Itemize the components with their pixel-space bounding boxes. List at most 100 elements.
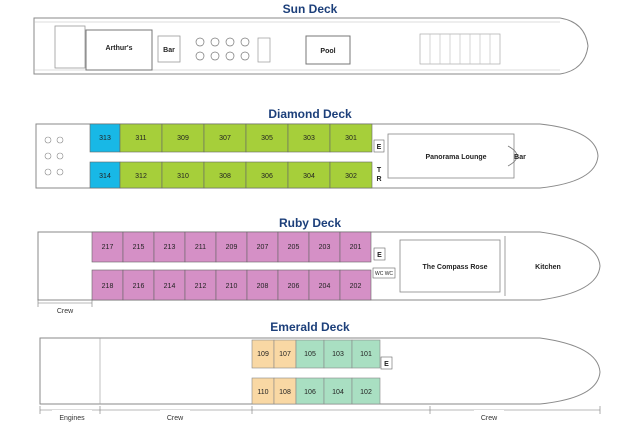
- emerald-crew-label-1: Crew: [167, 415, 184, 422]
- cabin-207[interactable]: [246, 231, 279, 263]
- cabin-204[interactable]: [308, 269, 341, 301]
- cabin-213-label: 213: [164, 244, 176, 251]
- cabin-307[interactable]: [203, 123, 247, 153]
- cabin-106-label: 106: [304, 389, 316, 396]
- cabin-207-label: 207: [257, 244, 269, 251]
- cabin-201[interactable]: [339, 231, 372, 263]
- cabin-218-label: 218: [102, 283, 114, 290]
- cabin-306-label: 306: [261, 173, 273, 180]
- emerald-deck-hull: [39, 337, 601, 405]
- cabin-212-label: 212: [195, 283, 207, 290]
- engines-label: Engines: [59, 415, 85, 422]
- cabin-313[interactable]: [89, 123, 121, 153]
- cabin-214-label: 214: [164, 283, 176, 290]
- cabin-314[interactable]: [89, 161, 121, 189]
- cabin-101[interactable]: [351, 339, 381, 369]
- cabin-301-label: 301: [345, 135, 357, 142]
- cabin-208[interactable]: [246, 269, 279, 301]
- cabin-303-label: 303: [303, 135, 315, 142]
- cabin-302-label: 302: [345, 173, 357, 180]
- sun-deck-tables: [195, 37, 250, 61]
- emerald-crew-label-2: Crew: [481, 415, 498, 422]
- cabin-101-label: 101: [360, 351, 372, 358]
- ruby-wc-label: WC WC: [375, 271, 393, 277]
- cabin-213[interactable]: [153, 231, 186, 263]
- ruby-deck-hull: [37, 231, 601, 301]
- cabin-206[interactable]: [277, 269, 310, 301]
- cabin-215-label: 215: [133, 244, 145, 251]
- cabin-309-label: 309: [177, 135, 189, 142]
- cabin-302[interactable]: [329, 161, 373, 189]
- sun-deck: Arthur's Bar Pool: [33, 17, 589, 75]
- cabin-211[interactable]: [184, 231, 217, 263]
- cabin-203-label: 203: [319, 244, 331, 251]
- cabin-311[interactable]: [119, 123, 163, 153]
- diamond-aft-seating: [44, 136, 64, 176]
- diamond-elevator-label: E: [377, 144, 382, 151]
- diamond-bottom-cabins: 314 312 310 308 306 304 302: [89, 161, 373, 189]
- diamond-deck: 313 311 309 307 305 303 301 314 312 310 …: [35, 123, 599, 189]
- emerald-deck-title: Emerald Deck: [270, 320, 350, 334]
- cabin-218[interactable]: [91, 269, 124, 301]
- cabin-208-label: 208: [257, 283, 269, 290]
- cabin-204-label: 204: [319, 283, 331, 290]
- diamond-bar-label: Bar: [514, 154, 526, 161]
- cabin-305[interactable]: [245, 123, 289, 153]
- cabin-217-label: 217: [102, 244, 114, 251]
- cabin-205[interactable]: [277, 231, 310, 263]
- arthurs-label: Arthur's: [106, 45, 133, 52]
- cabin-202[interactable]: [339, 269, 372, 301]
- cabin-105-label: 105: [304, 351, 316, 358]
- cabin-312[interactable]: [119, 161, 163, 189]
- diamond-r-label: R: [376, 176, 381, 183]
- pool-area: [305, 35, 351, 65]
- emerald-bottom-cabins: 110 108 106 104 102: [251, 377, 381, 405]
- cabin-102-label: 102: [360, 389, 372, 396]
- ruby-top-cabins: 217 215 213 211 209 207 205 203 201: [91, 231, 372, 263]
- diamond-elevator: [373, 139, 385, 153]
- sun-deck-title: Sun Deck: [282, 2, 338, 16]
- cabin-214[interactable]: [153, 269, 186, 301]
- cabin-103-label: 103: [332, 351, 344, 358]
- ruby-elevator-label: E: [377, 252, 382, 259]
- cabin-308[interactable]: [203, 161, 247, 189]
- cabin-311-label: 311: [135, 135, 146, 142]
- cabin-312-label: 312: [135, 173, 147, 180]
- cabin-201-label: 201: [350, 244, 362, 251]
- cabin-212[interactable]: [184, 269, 217, 301]
- cabin-304[interactable]: [287, 161, 331, 189]
- pool-label: Pool: [320, 48, 335, 55]
- emerald-deck: 109 107 105 103 101 110 108 106 104 102 …: [39, 337, 601, 422]
- ruby-crew-label: Crew: [57, 308, 74, 315]
- cabin-216[interactable]: [122, 269, 155, 301]
- diamond-t-label: T: [377, 167, 382, 174]
- compass-rose-label: The Compass Rose: [423, 264, 488, 271]
- cabin-306[interactable]: [245, 161, 289, 189]
- cabin-110-label: 110: [257, 389, 268, 396]
- ruby-deck: 217 215 213 211 209 207 205 203 201 218 …: [37, 231, 601, 315]
- emerald-elevator-label: E: [384, 361, 389, 368]
- cabin-216-label: 216: [133, 283, 145, 290]
- sun-deck-hull: [33, 17, 589, 75]
- ruby-wc: [372, 267, 396, 279]
- cabin-103[interactable]: [323, 339, 353, 369]
- panorama-lounge-label: Panorama Lounge: [425, 154, 486, 161]
- cabin-210[interactable]: [215, 269, 248, 301]
- emerald-top-cabins: 109 107 105 103 101: [251, 339, 381, 369]
- cabin-104[interactable]: [323, 377, 353, 405]
- diamond-deck-title: Diamond Deck: [268, 107, 352, 121]
- ruby-bottom-cabins: 218 216 214 212 210 208 206 204 202: [91, 269, 372, 301]
- cabin-210-label: 210: [226, 283, 238, 290]
- compass-rose-area: [399, 239, 501, 293]
- cabin-206-label: 206: [288, 283, 300, 290]
- cabin-104-label: 104: [332, 389, 344, 396]
- cabin-102[interactable]: [351, 377, 381, 405]
- cabin-217[interactable]: [91, 231, 124, 263]
- cabin-310[interactable]: [161, 161, 205, 189]
- cabin-108-label: 108: [279, 389, 291, 396]
- cabin-203[interactable]: [308, 231, 341, 263]
- cabin-303[interactable]: [287, 123, 331, 153]
- cabin-301[interactable]: [329, 123, 373, 153]
- cabin-309[interactable]: [161, 123, 205, 153]
